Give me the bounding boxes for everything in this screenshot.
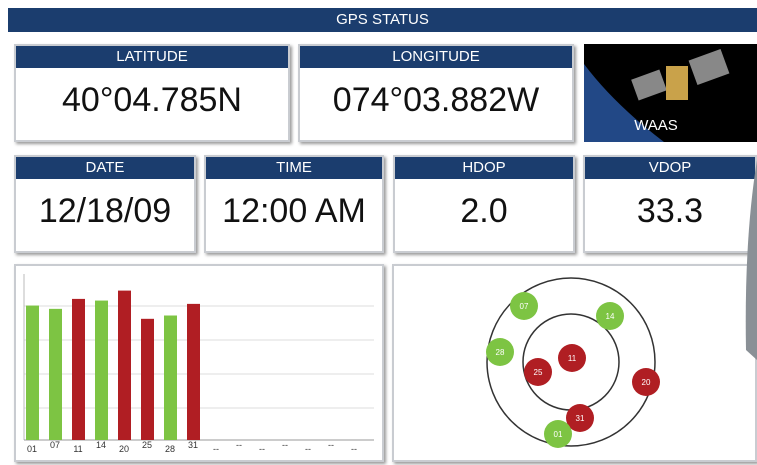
signal-chart: 01 07 11 14 20 25 28 31 -- -- -- -- -- -- -- bbox=[16, 266, 382, 460]
satellite-label: -- bbox=[328, 440, 334, 450]
value: 2.0 bbox=[395, 179, 573, 243]
label: TIME bbox=[206, 157, 382, 179]
signal-bar bbox=[72, 299, 85, 440]
value: 074°03.882W bbox=[300, 68, 572, 132]
value: 12:00 AM bbox=[206, 179, 382, 243]
value: 40°04.785N bbox=[16, 68, 288, 132]
label: DATE bbox=[16, 157, 194, 179]
signal-bar bbox=[26, 306, 39, 440]
satellite-label: -- bbox=[236, 440, 242, 450]
satellite-label: 14 bbox=[96, 440, 106, 450]
sky-panel: 07 14 28 11 25 20 31 01 bbox=[392, 264, 757, 462]
label: VDOP bbox=[585, 157, 755, 179]
satellite-id: 20 bbox=[642, 378, 651, 387]
satellite-label: -- bbox=[259, 444, 265, 454]
satellite-label: 25 bbox=[142, 440, 152, 450]
value: 12/18/09 bbox=[16, 179, 194, 243]
satellite-id: 28 bbox=[496, 348, 505, 357]
device-edge bbox=[740, 160, 757, 360]
label: LONGITUDE bbox=[300, 46, 572, 68]
satellite-id: 14 bbox=[606, 312, 615, 321]
signal-bar bbox=[187, 304, 200, 440]
gps-status-screen: GPS STATUS LATITUDE 40°04.785N LONGITUDE… bbox=[0, 0, 757, 465]
header: GPS STATUS bbox=[8, 8, 757, 32]
sky-plot: 07 14 28 11 25 20 31 01 bbox=[394, 266, 755, 460]
signal-bar bbox=[95, 301, 108, 440]
satellite-label: -- bbox=[282, 440, 288, 450]
signal-bar bbox=[118, 291, 131, 440]
satellite-label: 20 bbox=[119, 444, 129, 454]
satellite-label: 11 bbox=[73, 444, 82, 454]
satellite-label: -- bbox=[351, 444, 357, 454]
latitude-box: LATITUDE 40°04.785N bbox=[14, 44, 290, 142]
signal-bar bbox=[141, 319, 154, 440]
satellite-label: 01 bbox=[27, 444, 37, 454]
hdop-box: HDOP 2.0 bbox=[393, 155, 575, 253]
signal-bar bbox=[49, 309, 62, 440]
signal-bar bbox=[164, 316, 177, 441]
time-box: TIME 12:00 AM bbox=[204, 155, 384, 253]
signal-panel: 01 07 11 14 20 25 28 31 -- -- -- -- -- -- -- bbox=[14, 264, 384, 462]
satellite-label: 07 bbox=[50, 440, 60, 450]
satellite-label: -- bbox=[213, 444, 219, 454]
vdop-box: VDOP 33.3 bbox=[583, 155, 757, 253]
satellite-id: 07 bbox=[520, 302, 529, 311]
value: 33.3 bbox=[585, 179, 755, 243]
satellite-label: 28 bbox=[165, 444, 175, 454]
satellite-label: 31 bbox=[188, 440, 198, 450]
satellite-id: 31 bbox=[576, 414, 585, 423]
satellite-id: 25 bbox=[534, 368, 543, 377]
longitude-box: LONGITUDE 074°03.882W bbox=[298, 44, 574, 142]
date-box: DATE 12/18/09 bbox=[14, 155, 196, 253]
waas-image: WAAS bbox=[584, 44, 757, 142]
waas-graphic: WAAS bbox=[584, 44, 757, 142]
label: HDOP bbox=[395, 157, 573, 179]
satellite-id: 01 bbox=[554, 430, 563, 439]
waas-label: WAAS bbox=[634, 117, 678, 134]
satellite-label: -- bbox=[305, 444, 311, 454]
satellite-id: 11 bbox=[568, 354, 577, 363]
label: LATITUDE bbox=[16, 46, 288, 68]
